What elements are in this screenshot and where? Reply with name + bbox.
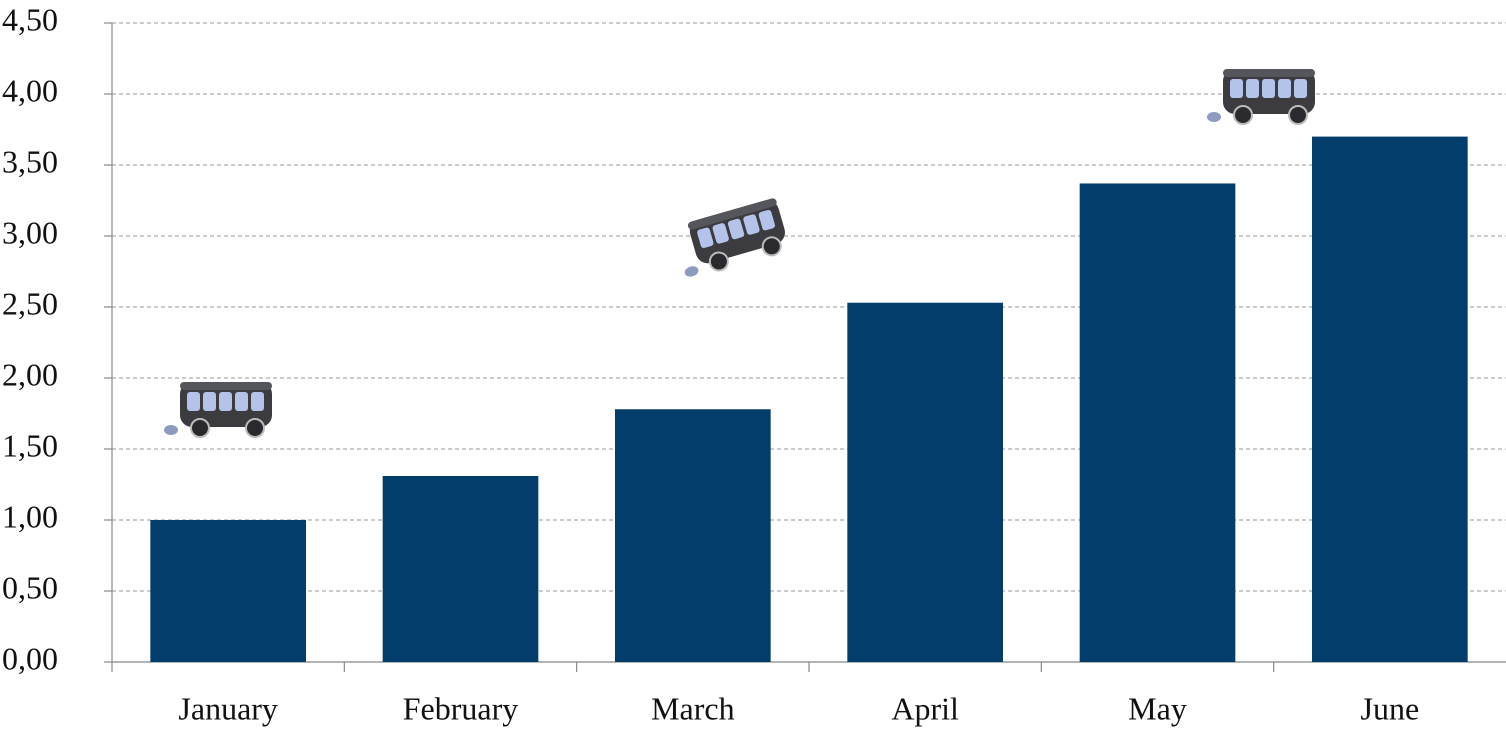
bar <box>1079 183 1236 662</box>
x-tick-label: January <box>178 690 278 726</box>
y-tick-label: 1,50 <box>2 427 58 463</box>
bar <box>382 475 539 662</box>
y-tick-label: 1,00 <box>2 498 58 534</box>
bar <box>847 302 1003 662</box>
x-tick-label: February <box>403 690 519 726</box>
x-tick-label: June <box>1361 690 1420 726</box>
y-tick-label: 3,50 <box>2 143 58 179</box>
bar <box>150 520 306 662</box>
bus-icon <box>1206 68 1316 125</box>
bar <box>1312 136 1468 663</box>
bar <box>615 409 771 662</box>
x-tick-label: March <box>651 690 735 726</box>
y-tick-label: 0,50 <box>2 569 58 605</box>
y-tick-label: 4,50 <box>2 1 58 37</box>
y-tick-label: 0,00 <box>2 640 58 676</box>
y-tick-label: 2,00 <box>2 356 58 392</box>
bus-icon <box>163 381 273 438</box>
bus-icon <box>670 196 792 282</box>
y-tick-label: 3,00 <box>2 214 58 250</box>
y-tick-label: 2,50 <box>2 285 58 321</box>
y-tick-label: 4,00 <box>2 72 58 108</box>
x-tick-label: April <box>891 690 959 726</box>
x-tick-label: May <box>1128 690 1187 726</box>
